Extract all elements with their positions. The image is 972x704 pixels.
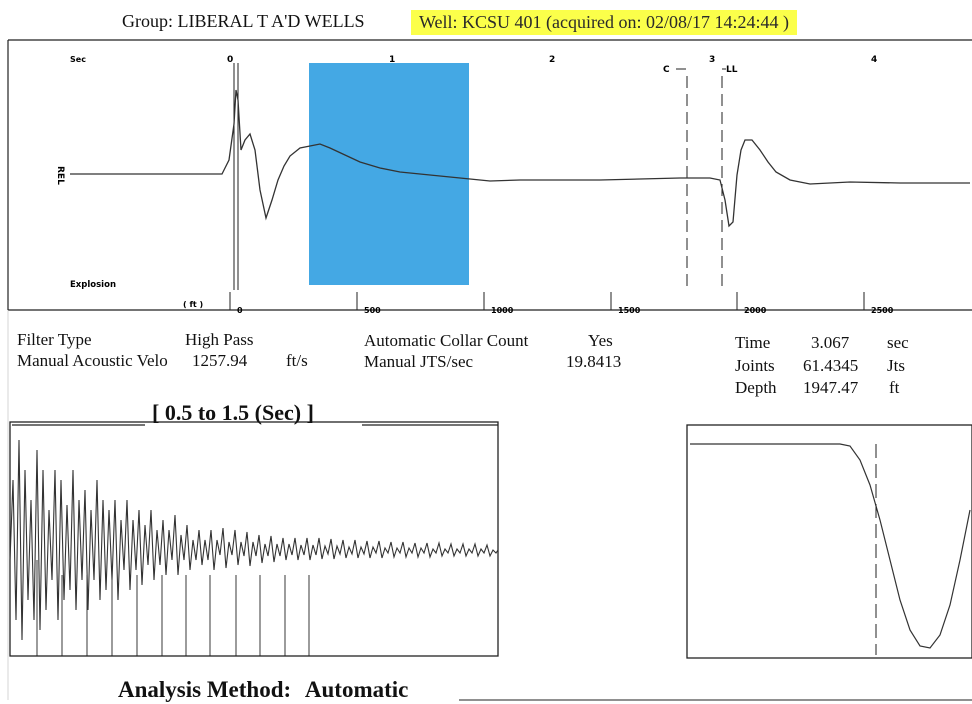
- sec-tick-3: 3: [709, 55, 715, 65]
- joints-label: Joints: [735, 356, 775, 375]
- velocity-unit: ft/s: [286, 351, 308, 370]
- explosion-label: Explosion: [70, 280, 116, 290]
- ft-tick-2000: 2000: [744, 306, 767, 315]
- zoom-trace: [690, 443, 971, 649]
- zoom-panel: [686, 424, 972, 659]
- velocity-label: Manual Acoustic Velo: [17, 351, 168, 370]
- ft-tick-2500: 2500: [871, 306, 894, 315]
- time-value: 3.067: [811, 333, 850, 352]
- depth-label: Depth: [735, 378, 777, 397]
- sec-axis-label: Sec: [70, 55, 86, 64]
- ft-tick-500: 500: [364, 306, 381, 315]
- collar-count-value: Yes: [588, 331, 613, 350]
- velocity-value: 1257.94: [192, 351, 248, 370]
- trace-panel: Sec 0 1 2 3 4 C LL REL Explosion ( ft ) …: [7, 39, 972, 315]
- analysis-method-value: Automatic: [304, 677, 409, 702]
- collar-count-label: Automatic Collar Count: [364, 331, 529, 350]
- filter-type-label: Filter Type: [17, 330, 92, 349]
- sec-tick-2: 2: [549, 55, 555, 65]
- acoustic-trace: [70, 89, 970, 228]
- well-label: Well: KCSU 401 (acquired on: 02/08/17 14…: [411, 10, 798, 35]
- sec-tick-0: 0: [227, 55, 233, 65]
- depth-value: 1947.47: [803, 378, 859, 397]
- collar-waveform: [9, 439, 499, 641]
- depth-unit: ft: [889, 378, 900, 397]
- sec-tick-1: 1: [389, 55, 395, 65]
- ft-tick-0: 0: [237, 306, 243, 315]
- collar-waveform-panel: [9, 421, 499, 657]
- time-label: Time: [735, 333, 771, 352]
- analysis-method: Analysis Method: Automatic: [118, 677, 408, 703]
- ft-tick-1500: 1500: [618, 306, 641, 315]
- joints-value: 61.4345: [803, 356, 859, 375]
- filter-type-value: High Pass: [185, 330, 254, 349]
- y-axis-label: REL: [55, 166, 65, 185]
- window-range-title: [ 0.5 to 1.5 (Sec) ]: [152, 400, 314, 425]
- marker-c-label: C: [663, 65, 670, 75]
- time-unit: sec: [887, 333, 909, 352]
- marker-ll-label: LL: [726, 65, 738, 75]
- jts-per-sec-value: 19.8413: [566, 352, 622, 371]
- sec-tick-4: 4: [871, 55, 877, 65]
- collar-ticks: [36, 560, 310, 656]
- joints-unit: Jts: [887, 356, 905, 375]
- selection-window[interactable]: [309, 63, 469, 285]
- jts-per-sec-label: Manual JTS/sec: [364, 352, 474, 371]
- group-label: Group: LIBERAL T A'D WELLS: [122, 11, 365, 31]
- ft-axis-label: ( ft ): [183, 300, 203, 309]
- analysis-method-label: Analysis Method:: [118, 677, 292, 702]
- ft-tick-1000: 1000: [491, 306, 514, 315]
